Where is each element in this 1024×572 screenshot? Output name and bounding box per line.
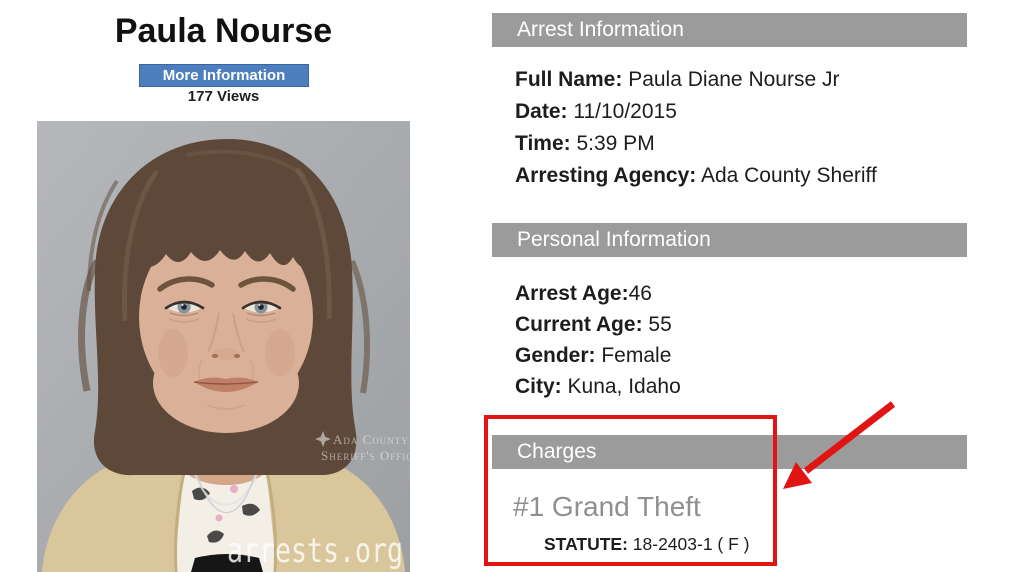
charge-name: #1 Grand Theft [513,491,701,522]
field-value: Paula Diane Nourse Jr [622,68,840,91]
arrest-information-fields: Full Name: Paula Diane Nourse Jr Date: 1… [515,64,877,192]
arrests-org-watermark: arrests.org [227,531,403,571]
watermark-agency-line1: Ada County [333,432,409,447]
section-header-arrest-information: Arrest Information [492,13,967,47]
field-row-full-name: Full Name: Paula Diane Nourse Jr [515,64,877,96]
field-value: Female [595,344,672,367]
field-value: 46 [628,282,652,305]
field-value: 5:39 PM [570,132,655,155]
field-value: 11/10/2015 [567,100,677,123]
section-header-charges: Charges [492,435,967,469]
field-label: Current Age: [515,313,643,336]
field-label: Time: [515,132,571,155]
person-name-title: Paula Nourse [114,12,333,50]
views-count: 177 Views [187,88,260,105]
field-value: 55 [642,313,672,336]
field-row-current-age: Current Age: 55 [515,309,681,340]
field-row-date: Date: 11/10/2015 [515,96,877,128]
field-row-gender: Gender: Female [515,340,681,371]
field-label: Full Name: [515,68,623,91]
sheriff-office-watermark: Ada County Sheriff's Office [315,431,410,463]
field-label: Date: [515,100,568,123]
field-row-time: Time: 5:39 PM [515,128,877,160]
field-row-city: City: Kuna, Idaho [515,371,681,402]
statute-value: 18-2403-1 ( F ) [627,534,750,554]
field-value: Kuna, Idaho [561,375,681,398]
field-row-arresting-agency: Arresting Agency: Ada County Sheriff [515,160,877,192]
charge-statute: STATUTE: 18-2403-1 ( F ) [544,533,750,555]
field-label: Arresting Agency: [515,164,697,187]
mugshot-photo: Ada County Sheriff's Office arrests.org [37,121,410,572]
watermark-agency-line2: Sheriff's Office [321,448,410,463]
field-label: City: [515,375,562,398]
field-label: Gender: [515,344,596,367]
more-information-button[interactable]: More Information [139,64,309,87]
section-header-personal-information: Personal Information [492,223,967,257]
field-row-arrest-age: Arrest Age:46 [515,278,681,309]
field-value: Ada County Sheriff [696,164,877,187]
statute-label: STATUTE: [544,534,628,554]
personal-information-fields: Arrest Age:46 Current Age: 55 Gender: Fe… [515,278,681,402]
field-label: Arrest Age: [515,282,629,305]
